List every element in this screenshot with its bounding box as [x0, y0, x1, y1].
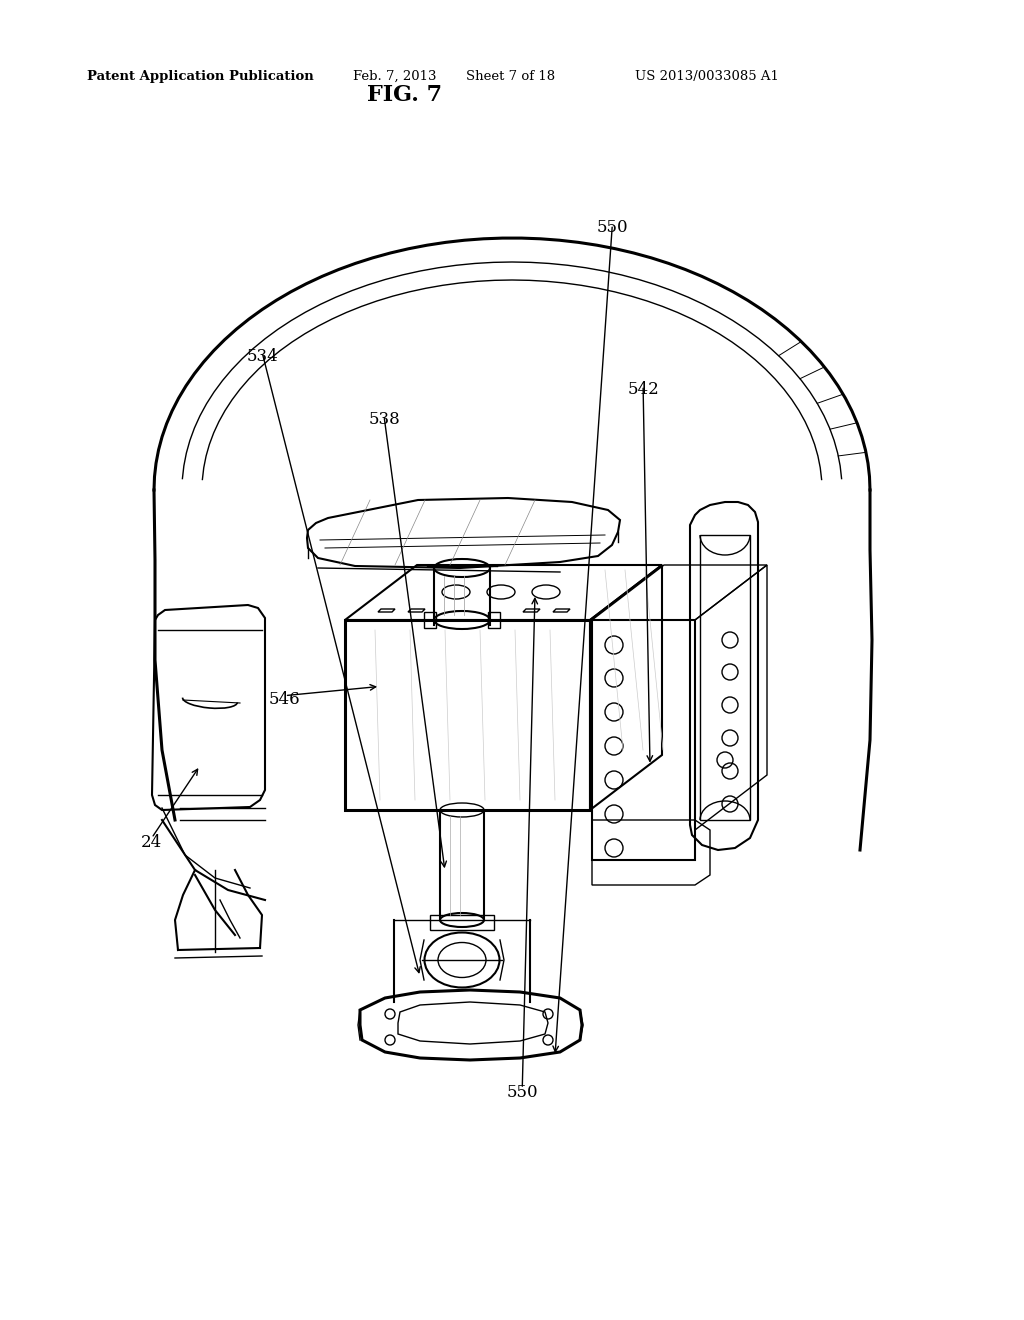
Text: 550: 550: [597, 219, 628, 235]
Text: 24: 24: [141, 834, 162, 850]
Text: US 2013/0033085 A1: US 2013/0033085 A1: [635, 70, 779, 83]
Text: 538: 538: [368, 412, 400, 428]
Text: 542: 542: [627, 381, 659, 397]
Text: 550: 550: [507, 1085, 538, 1101]
Text: FIG. 7: FIG. 7: [367, 84, 442, 106]
Text: Sheet 7 of 18: Sheet 7 of 18: [466, 70, 555, 83]
Text: 534: 534: [246, 348, 279, 364]
Text: Feb. 7, 2013: Feb. 7, 2013: [353, 70, 437, 83]
Text: 546: 546: [269, 692, 300, 708]
Text: Patent Application Publication: Patent Application Publication: [87, 70, 313, 83]
